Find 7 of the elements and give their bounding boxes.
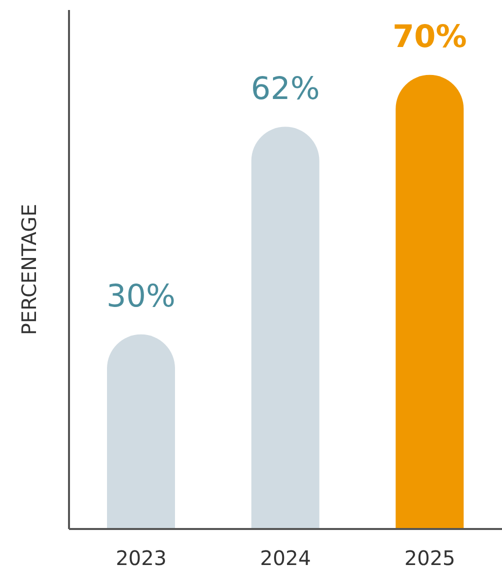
data-label: 30% bbox=[106, 278, 176, 314]
x-tick-label: 2023 bbox=[116, 546, 167, 570]
data-label: 62% bbox=[250, 70, 320, 107]
data-label: 70% bbox=[392, 18, 467, 55]
x-tick-label: 2024 bbox=[260, 546, 311, 570]
y-axis-title: PERCENTAGE bbox=[17, 204, 42, 336]
x-tick-label: 2025 bbox=[404, 546, 456, 570]
